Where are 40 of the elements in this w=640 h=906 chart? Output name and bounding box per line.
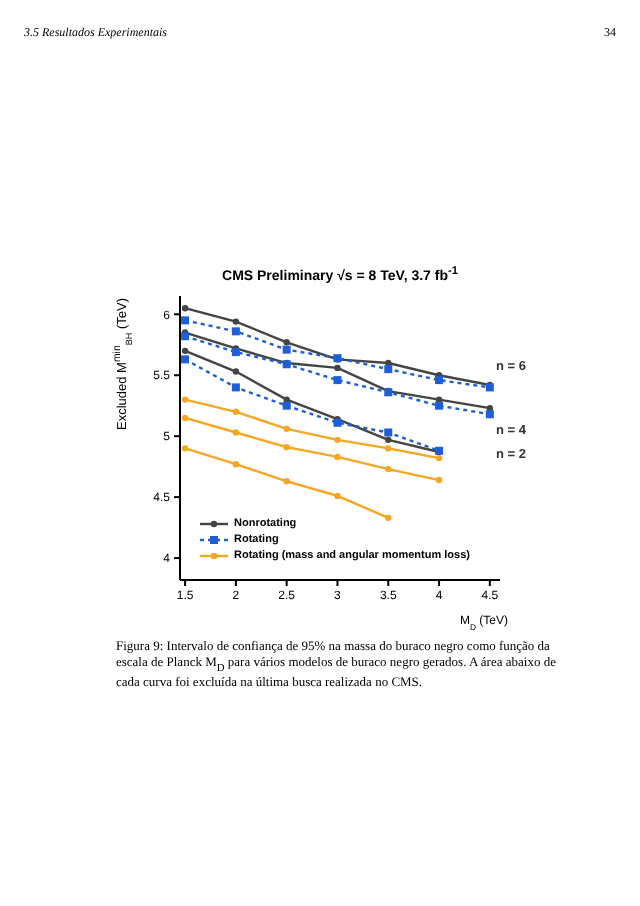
point [334,436,341,444]
point [231,327,240,336]
point [283,478,290,485]
point [435,454,443,462]
point [385,445,392,452]
point [181,347,189,355]
point [181,332,190,341]
point [232,461,240,468]
point [181,355,190,364]
point [334,453,341,461]
point [435,396,443,403]
point [232,318,240,325]
point [181,414,189,422]
point [181,396,189,403]
point [181,304,189,312]
point [435,401,444,410]
point [334,492,341,500]
point [231,348,240,357]
point [282,345,291,354]
point [485,410,494,419]
point [384,365,393,374]
point [232,408,240,415]
point [231,383,240,392]
point [282,401,291,410]
point [283,443,290,451]
point [283,339,290,346]
point [232,368,240,375]
point [435,376,444,385]
point [334,364,341,372]
point [232,429,240,436]
point [385,514,392,522]
point [385,436,392,444]
point [385,465,392,473]
point [333,376,342,385]
point [181,445,189,452]
point [181,316,190,325]
point [283,425,290,433]
point [283,396,290,403]
point [435,476,443,484]
point [384,428,393,437]
